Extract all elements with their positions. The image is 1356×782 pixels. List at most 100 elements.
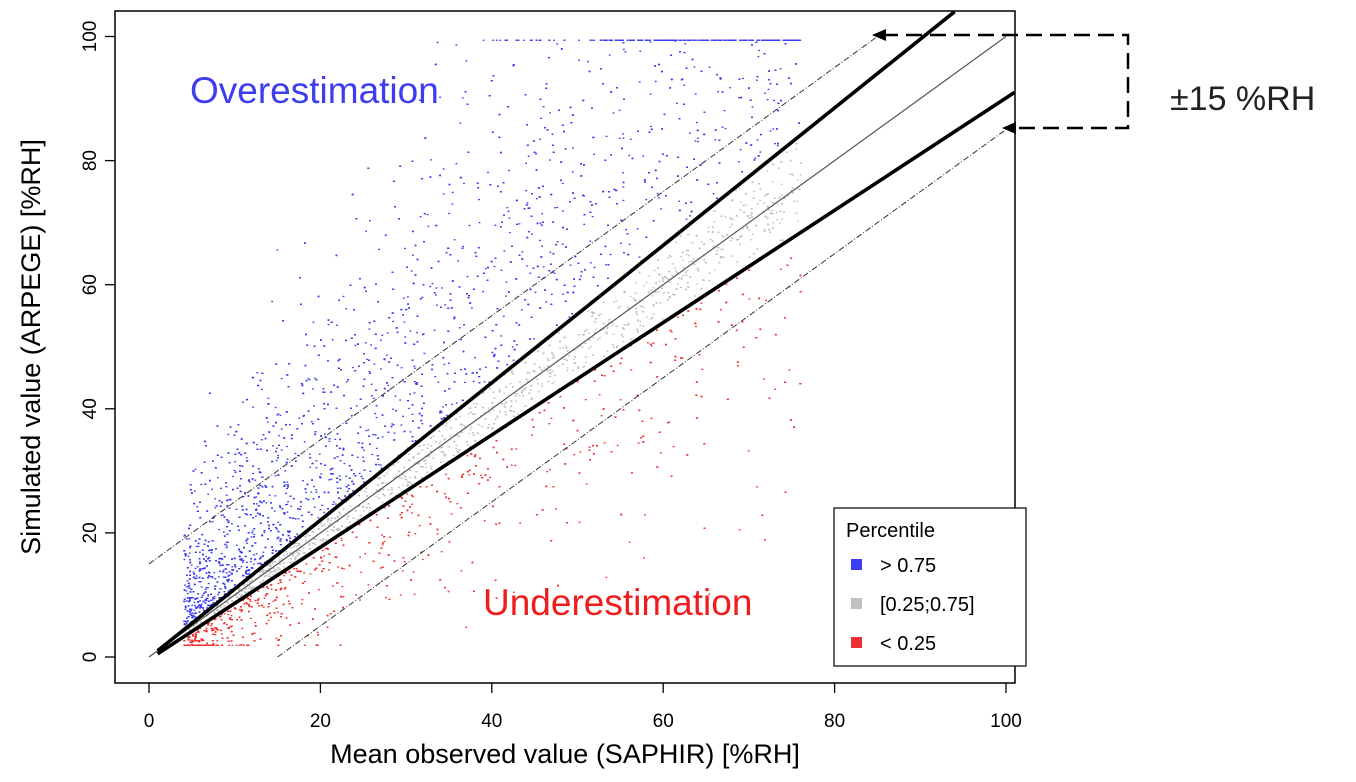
data-point	[762, 378, 765, 380]
data-point	[667, 257, 669, 259]
data-point	[657, 291, 660, 293]
data-point	[489, 387, 491, 389]
data-point	[277, 521, 279, 524]
data-point	[322, 391, 324, 393]
data-point	[184, 605, 187, 607]
data-point	[368, 370, 371, 373]
data-point	[346, 490, 349, 492]
data-point	[277, 611, 279, 613]
data-point	[311, 542, 314, 545]
data-point	[305, 563, 308, 565]
data-point	[355, 594, 357, 596]
data-point	[336, 515, 339, 517]
data-point	[591, 215, 594, 218]
data-point	[289, 552, 292, 554]
data-point	[712, 193, 715, 195]
data-point	[513, 591, 515, 593]
data-point	[466, 455, 469, 457]
data-point	[627, 306, 629, 309]
data-point	[379, 490, 382, 492]
data-point	[723, 110, 726, 112]
data-point	[748, 298, 751, 300]
data-point	[185, 620, 187, 622]
data-point	[231, 566, 234, 568]
data-point	[315, 491, 318, 493]
data-point	[345, 381, 348, 383]
data-point	[320, 557, 323, 559]
data-point	[684, 43, 687, 45]
data-point	[421, 423, 424, 425]
data-point	[465, 60, 468, 62]
data-point	[366, 358, 369, 361]
data-point	[529, 272, 532, 274]
data-point	[527, 155, 530, 157]
data-point	[259, 484, 262, 487]
data-point	[713, 221, 716, 223]
data-point	[231, 625, 233, 627]
data-point	[722, 248, 724, 251]
data-point	[442, 406, 444, 408]
data-point	[228, 644, 231, 646]
data-point	[276, 414, 279, 416]
data-point	[263, 597, 266, 599]
data-point	[315, 538, 318, 540]
data-point	[198, 604, 200, 607]
data-point	[404, 336, 407, 338]
data-point	[355, 405, 358, 407]
data-point	[270, 588, 273, 590]
data-point	[411, 413, 414, 415]
data-point	[272, 600, 275, 602]
data-point	[339, 460, 342, 462]
data-point	[323, 555, 325, 557]
data-point	[280, 449, 283, 451]
data-point	[483, 520, 486, 522]
data-point	[185, 538, 188, 540]
data-point	[779, 222, 782, 224]
data-point	[546, 471, 548, 473]
data-point	[554, 207, 556, 209]
data-point	[765, 299, 767, 301]
data-point	[442, 424, 445, 426]
data-point	[680, 286, 682, 289]
data-point	[277, 536, 280, 538]
data-point	[411, 503, 413, 505]
data-point	[768, 209, 770, 211]
data-point	[774, 143, 776, 145]
data-point	[196, 506, 199, 508]
data-point	[531, 233, 533, 235]
data-point	[716, 250, 719, 252]
data-point	[685, 254, 688, 256]
data-point	[503, 392, 506, 394]
data-point	[336, 487, 339, 489]
data-point	[285, 492, 287, 494]
data-point	[381, 501, 384, 503]
data-point	[689, 132, 691, 134]
data-point	[398, 486, 400, 488]
data-point	[645, 316, 648, 318]
data-point	[677, 316, 679, 318]
data-point	[337, 520, 339, 523]
data-point	[458, 449, 460, 451]
data-point	[242, 401, 244, 403]
data-point	[380, 368, 382, 370]
data-point	[370, 344, 372, 346]
data-point	[185, 600, 188, 602]
data-point	[772, 128, 775, 130]
data-point	[462, 245, 465, 248]
data-point	[199, 600, 201, 602]
data-point	[670, 331, 673, 333]
data-point	[188, 600, 190, 602]
data-point	[283, 575, 285, 577]
data-point	[696, 283, 699, 285]
data-point	[687, 233, 690, 236]
data-point	[609, 253, 612, 256]
data-point	[748, 229, 750, 231]
data-point	[333, 501, 335, 503]
data-point	[519, 522, 521, 524]
data-point	[235, 508, 238, 510]
data-point	[546, 369, 549, 371]
data-point	[220, 552, 223, 555]
data-point	[439, 96, 441, 98]
data-point	[455, 402, 458, 404]
data-point	[304, 644, 306, 646]
